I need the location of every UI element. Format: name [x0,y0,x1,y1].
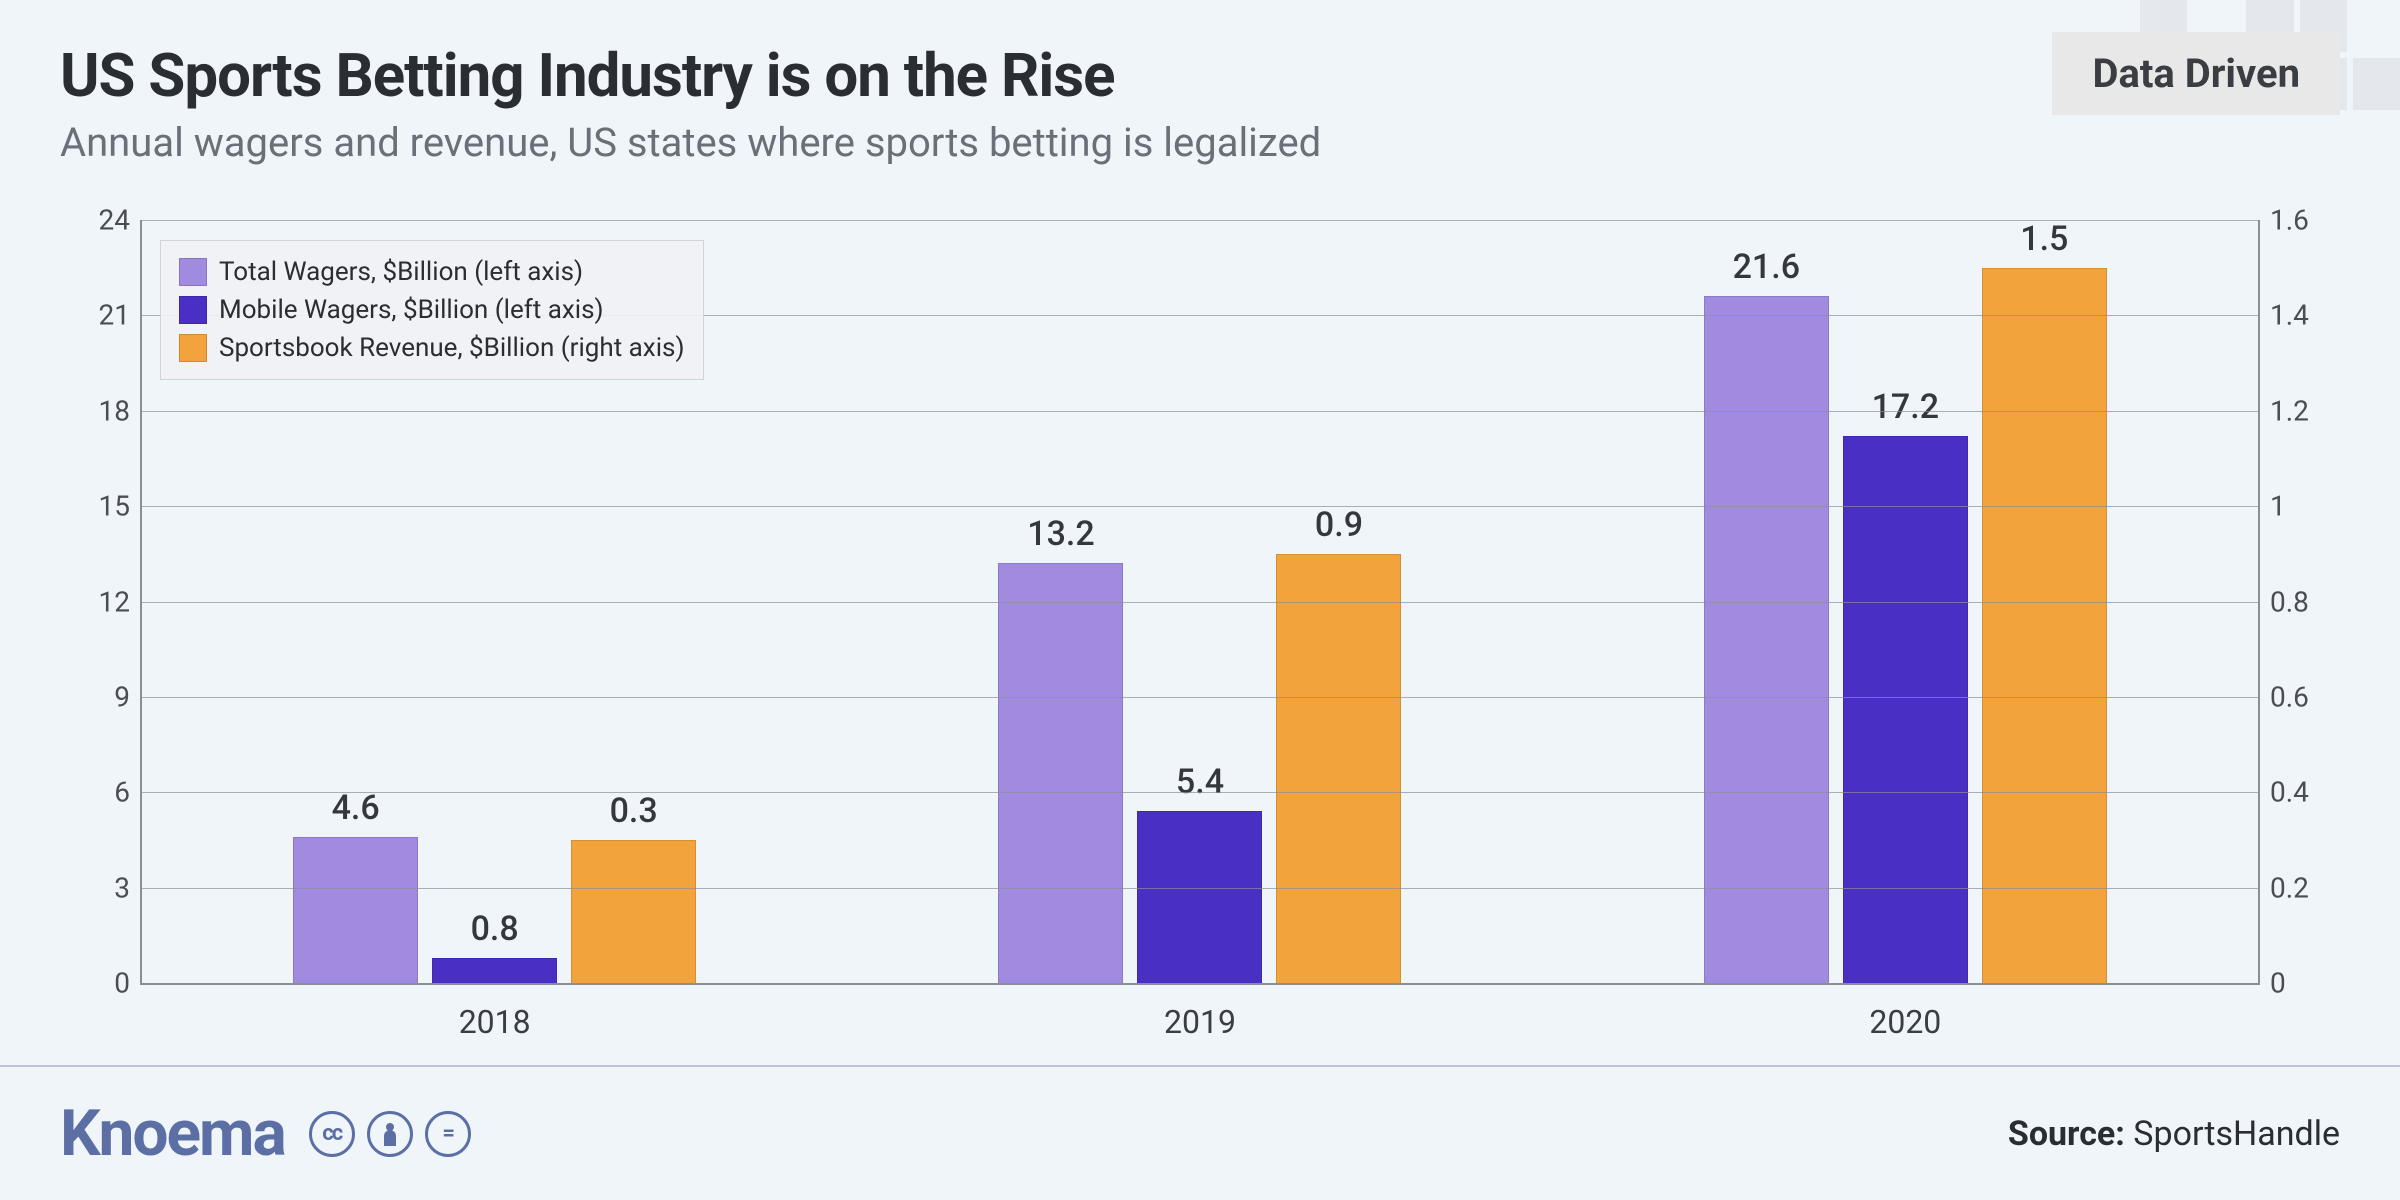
bar-value-label: 0.3 [610,791,658,831]
plot-area: Total Wagers, $Billion (left axis) Mobile… [140,220,2260,985]
data-driven-badge: Data Driven [2052,32,2340,115]
legend-label: Sportsbook Revenue, $Billion (right axis… [219,333,685,363]
logo-text: Knoema [60,1096,285,1171]
legend-swatch [179,258,207,286]
left-axis-tick: 24 [99,204,130,237]
left-axis-tick: 9 [114,680,130,713]
right-axis-tick: 1.6 [2270,204,2309,237]
gridline [142,506,2258,507]
right-axis-tick: 0.6 [2270,680,2309,713]
bar: 13.2 [998,563,1123,983]
cc-icon: cc [309,1111,355,1157]
page-title: US Sports Betting Industry is on the Ris… [60,40,2340,111]
right-axis-tick: 0.2 [2270,871,2309,904]
gridline [142,602,2258,603]
cc-icons: cc = [309,1111,471,1157]
gridline [142,792,2258,793]
bar: 0.8 [432,958,557,983]
right-axis-tick: 1.4 [2270,299,2309,332]
bar: 1.5 [1982,268,2107,983]
left-axis-tick: 6 [114,776,130,809]
logo: Knoema cc = [60,1096,471,1171]
left-axis-tick: 21 [99,299,130,332]
x-axis-label: 2019 [847,1003,1552,1041]
nd-icon: = [425,1111,471,1157]
bar-value-label: 0.9 [1315,505,1363,545]
source-label: Source: [2008,1114,2125,1154]
bar-value-label: 0.8 [471,909,519,949]
footer: Knoema cc = Source: SportsHandle [0,1065,2400,1200]
chart: Total Wagers, $Billion (left axis) Mobile… [60,220,2340,1045]
legend-item: Sportsbook Revenue, $Billion (right axis… [179,329,685,367]
x-axis-label: 2018 [142,1003,847,1041]
header: US Sports Betting Industry is on the Ris… [0,0,2400,166]
left-axis-tick: 3 [114,871,130,904]
bar: 21.6 [1704,296,1829,983]
x-axis-label: 2020 [1553,1003,2258,1041]
legend-label: Mobile Wagers, $Billion (left axis) [219,295,604,325]
left-axis-tick: 0 [114,967,130,1000]
left-axis-tick: 12 [99,585,130,618]
legend: Total Wagers, $Billion (left axis) Mobile… [160,240,704,380]
gridline [142,697,2258,698]
bar-value-label: 1.5 [2020,219,2068,259]
right-axis-tick: 1.2 [2270,394,2309,427]
legend-swatch [179,296,207,324]
gridline [142,220,2258,221]
right-axis-tick: 0.4 [2270,776,2309,809]
source-value: SportsHandle [2133,1114,2340,1154]
bar: 0.3 [571,840,696,983]
bar: 0.9 [1276,554,1401,983]
bar-value-label: 17.2 [1872,387,1939,427]
left-axis-tick: 18 [99,394,130,427]
bar: 5.4 [1137,811,1262,983]
page-subtitle: Annual wagers and revenue, US states whe… [60,119,2340,166]
legend-item: Total Wagers, $Billion (left axis) [179,253,685,291]
bar: 4.6 [293,837,418,983]
bar-value-label: 21.6 [1733,247,1800,287]
bar-value-label: 13.2 [1027,514,1094,554]
gridline [142,888,2258,889]
right-axis-tick: 1 [2270,490,2286,523]
bar-value-label: 5.4 [1176,762,1224,802]
legend-label: Total Wagers, $Billion (left axis) [219,257,583,287]
by-icon [367,1111,413,1157]
page-container: US Sports Betting Industry is on the Ris… [0,0,2400,1200]
left-axis-tick: 15 [99,490,130,523]
source: Source: SportsHandle [2008,1114,2340,1154]
bar-value-label: 4.6 [332,788,380,828]
bar: 17.2 [1843,436,1968,983]
gridline [142,411,2258,412]
legend-item: Mobile Wagers, $Billion (left axis) [179,291,685,329]
right-axis-tick: 0 [2270,967,2286,1000]
legend-swatch [179,334,207,362]
right-axis-tick: 0.8 [2270,585,2309,618]
